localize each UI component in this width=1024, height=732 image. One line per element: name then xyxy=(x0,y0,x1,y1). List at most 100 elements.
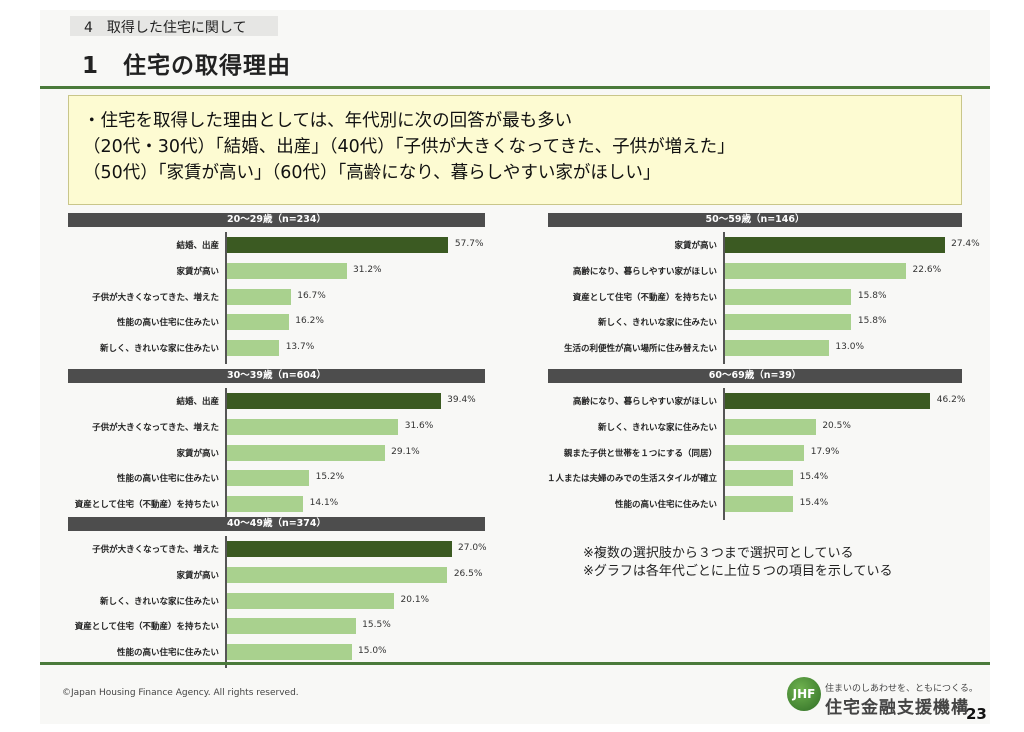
category-label: 高齢になり、暮らしやすい家がほしい xyxy=(572,397,717,407)
category-label: 性能の高い住宅に住みたい xyxy=(116,318,219,329)
bar xyxy=(724,470,794,487)
bar xyxy=(226,592,394,609)
category-label: 高齢になり、暮らしやすい家がほしい xyxy=(572,266,717,277)
data-label: 16.7% xyxy=(297,290,326,301)
chart-title: 30～39歳（n=604） xyxy=(68,369,485,383)
bar xyxy=(226,418,399,435)
category-label: 新しく、きれいな家に住みたい xyxy=(597,422,717,433)
y-axis xyxy=(723,388,725,520)
category-label: 家賃が高い xyxy=(674,241,717,251)
data-label: 13.7% xyxy=(285,342,315,353)
bar-chart: 50～59歳（n=146） 家賃が高い 27.4% 高齢になり、暮らしやすい家がほしい… xyxy=(548,213,980,364)
title-divider xyxy=(40,86,990,89)
y-axis xyxy=(225,232,227,364)
bar-chart: 40～49歳（n=374） 子供が大きくなってきた、増えた 27.0% 家賃が高い 26… xyxy=(68,517,487,668)
bar xyxy=(724,393,931,409)
bar-chart: 60～69歳（n=39） 高齢になり、暮らしやすい家がほしい 46.2% 新しく、きれ… xyxy=(546,369,965,520)
data-label: 15.4% xyxy=(799,498,829,509)
data-label: 22.6% xyxy=(912,264,942,275)
data-label: 17.9% xyxy=(810,446,840,457)
bar xyxy=(724,314,852,331)
category-label: 性能の高い住宅に住みたい xyxy=(614,500,717,511)
data-label: 16.2% xyxy=(295,316,324,327)
data-label: 27.0% xyxy=(458,543,487,553)
category-label: 新しく、きれいな家に住みたい xyxy=(597,318,717,329)
bar-chart: 30～39歳（n=604） 結婚、出産 39.4% 子供が大きくなってきた、増えた 31… xyxy=(68,369,485,520)
bar xyxy=(724,496,794,513)
data-label: 57.7% xyxy=(454,239,484,249)
bar xyxy=(226,541,452,557)
data-label: 29.1% xyxy=(391,446,420,457)
category-label: 性能の高い住宅に住みたい xyxy=(116,474,219,485)
y-axis xyxy=(225,536,227,668)
category-label: 資産として住宅（不動産）を持ちたい xyxy=(74,622,219,633)
data-label: 46.2% xyxy=(936,395,966,405)
category-label: 結婚、出産 xyxy=(176,397,219,407)
category-label: 子供が大きくなってきた、増えた xyxy=(92,422,219,433)
data-label: 20.1% xyxy=(400,594,430,605)
copyright: ©Japan Housing Finance Agency. All right… xyxy=(62,688,299,698)
category-label: 資産として住宅（不動産）を持ちたい xyxy=(572,292,717,303)
data-label: 15.0% xyxy=(358,646,387,657)
bar xyxy=(226,444,385,461)
y-axis xyxy=(225,388,227,520)
bar xyxy=(724,418,816,435)
chart-title: 60～69歳（n=39） xyxy=(548,369,962,383)
data-label: 27.4% xyxy=(951,239,980,249)
bar xyxy=(226,288,291,305)
bar xyxy=(226,618,356,635)
bar xyxy=(226,262,347,279)
note: ※複数の選択肢から３つまで選択可としている xyxy=(583,546,854,561)
category-label: 新しく、きれいな家に住みたい xyxy=(99,596,219,607)
category-label: １人または夫婦のみでの生活スタイルが確立 xyxy=(546,474,717,485)
category-label: 資産として住宅（不動産）を持ちたい xyxy=(74,500,219,511)
category-label: 性能の高い住宅に住みたい xyxy=(116,648,219,659)
y-axis xyxy=(723,232,725,364)
bar xyxy=(226,393,441,409)
data-label: 15.8% xyxy=(857,316,887,327)
summary-line: （50代）「家賃が高い」（60代）「高齢になり、暮らしやすい家がほしい」 xyxy=(83,163,661,183)
summary-line: ・住宅を取得した理由としては、年代別に次の回答が最も多い xyxy=(83,111,573,131)
data-label: 26.5% xyxy=(453,568,483,579)
bar xyxy=(226,566,448,583)
bar xyxy=(724,288,852,305)
summary-line: （20代・30代）「結婚、出産」（40代）「子供が大きくなってきた、子供が増えた… xyxy=(83,137,735,157)
category-label: 新しく、きれいな家に住みたい xyxy=(99,344,219,355)
bar xyxy=(226,470,310,487)
bar xyxy=(724,262,907,279)
chart-title: 20～29歳（n=234） xyxy=(68,213,485,227)
data-label: 39.4% xyxy=(447,395,476,405)
category-label: 生活の利便性が高い場所に住み替えたい xyxy=(563,344,717,355)
bar xyxy=(226,496,304,513)
bar-chart: 20～29歳（n=234） 結婚、出産 57.7% 家賃が高い 31.2% 子供が大きくな… xyxy=(68,213,485,364)
bar xyxy=(226,340,280,357)
bar xyxy=(724,444,805,461)
chart-title: 40～49歳（n=374） xyxy=(68,517,485,531)
bar xyxy=(724,237,945,253)
note: ※グラフは各年代ごとに上位５つの項目を示している xyxy=(583,564,893,579)
page-title: 1 住宅の取得理由 xyxy=(82,53,292,79)
category-label: 家賃が高い xyxy=(176,570,219,581)
page-number: 23 xyxy=(966,705,987,723)
bar xyxy=(724,340,829,357)
summary-box: ・住宅を取得した理由としては、年代別に次の回答が最も多い （20代・30代）「結… xyxy=(68,95,962,205)
jhf-logo: JHF xyxy=(787,677,821,711)
data-label: 15.4% xyxy=(799,472,829,483)
section-heading: 4 取得した住宅に関して xyxy=(70,16,278,36)
data-label: 15.8% xyxy=(857,290,887,301)
category-label: 子供が大きくなってきた、増えた xyxy=(92,545,219,555)
category-label: 家賃が高い xyxy=(176,266,219,277)
data-label: 31.2% xyxy=(353,264,382,275)
data-label: 13.0% xyxy=(835,342,865,353)
bar xyxy=(226,644,352,661)
data-label: 15.2% xyxy=(315,472,345,483)
category-label: 結婚、出産 xyxy=(176,241,219,251)
footer-divider xyxy=(40,662,990,665)
organization-name: 住宅金融支援機構 xyxy=(825,698,969,718)
chart-title: 50～59歳（n=146） xyxy=(548,213,962,227)
category-label: 家賃が高い xyxy=(176,448,219,459)
bar xyxy=(226,314,289,331)
data-label: 20.5% xyxy=(822,420,851,431)
notes: ※複数の選択肢から３つまで選択可としている ※グラフは各年代ごとに上位５つの項目… xyxy=(583,545,893,581)
category-label: 子供が大きくなってきた、増えた xyxy=(92,292,219,303)
